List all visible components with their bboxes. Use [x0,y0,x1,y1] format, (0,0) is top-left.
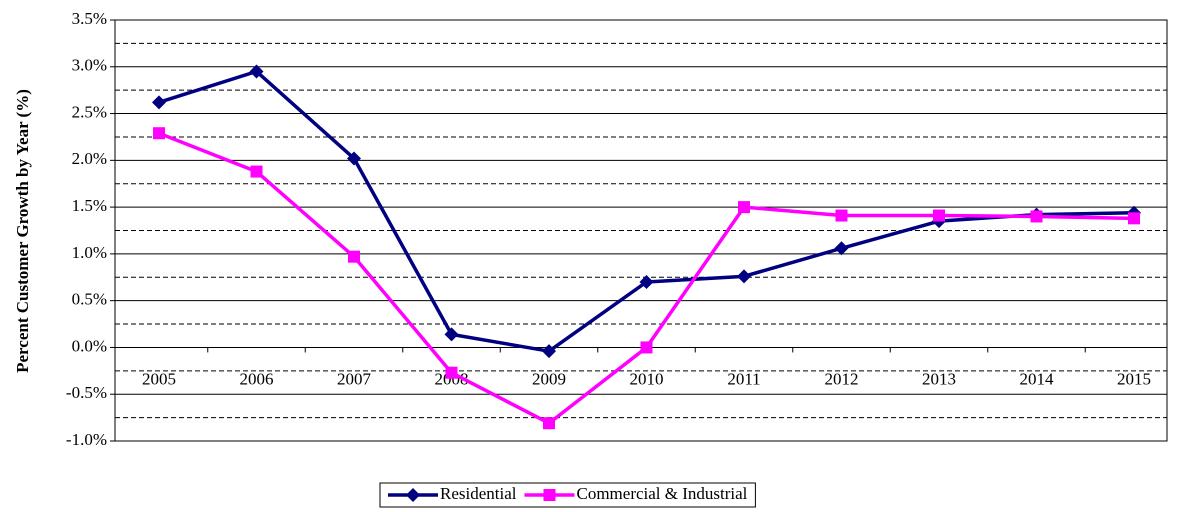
y-tick-label: 0.5% [72,290,107,309]
x-tick-label: 2011 [727,369,760,388]
y-tick-label: -0.5% [66,383,107,402]
y-tick-label: 1.5% [72,196,107,215]
marker [348,250,360,263]
marker [639,274,654,289]
x-tick-label: 2009 [532,369,566,388]
marker [347,151,361,166]
x-tick-label: 2007 [337,369,372,388]
x-tick-label: 2013 [922,369,956,388]
y-tick-label: 1.0% [72,243,107,262]
marker [1128,212,1140,225]
plot-frame [114,19,1168,442]
y-tick-label: 3.0% [72,56,107,75]
y-tick-label: 0.0% [72,336,107,355]
marker [933,209,945,222]
y-tick-label: 3.5% [72,9,107,28]
x-tick-label: 2014 [1020,369,1055,388]
x-tick-label: 2006 [240,369,274,388]
marker [249,64,264,79]
y-tick-label: 2.0% [72,149,107,168]
marker [250,165,263,178]
marker [543,489,556,501]
marker [153,127,165,140]
legend-label: Commercial & Industrial [576,484,747,503]
marker [542,344,556,359]
marker [152,95,166,110]
x-tick-label: 2005 [142,369,176,388]
marker [444,327,459,342]
marker [834,241,849,256]
legend: Residential Commercial & Industrial [379,482,756,508]
marker [737,269,751,284]
x-tick-label: 2010 [630,369,664,388]
marker [640,341,653,354]
x-tick-label: 2015 [1117,369,1151,388]
x-tick-label: 2008 [435,369,469,388]
marker [406,488,420,502]
marker [738,201,750,214]
marker [835,209,848,222]
y-tick-label: 2.5% [72,102,107,121]
legend-label: Residential [440,484,517,503]
marker [1030,210,1043,223]
marker [543,417,555,430]
y-tick-label: -1.0% [66,430,107,449]
marker [445,366,458,379]
y-axis-label: Percent Customer Growth by Year (%) [13,89,32,373]
x-tick-label: 2012 [825,369,859,388]
